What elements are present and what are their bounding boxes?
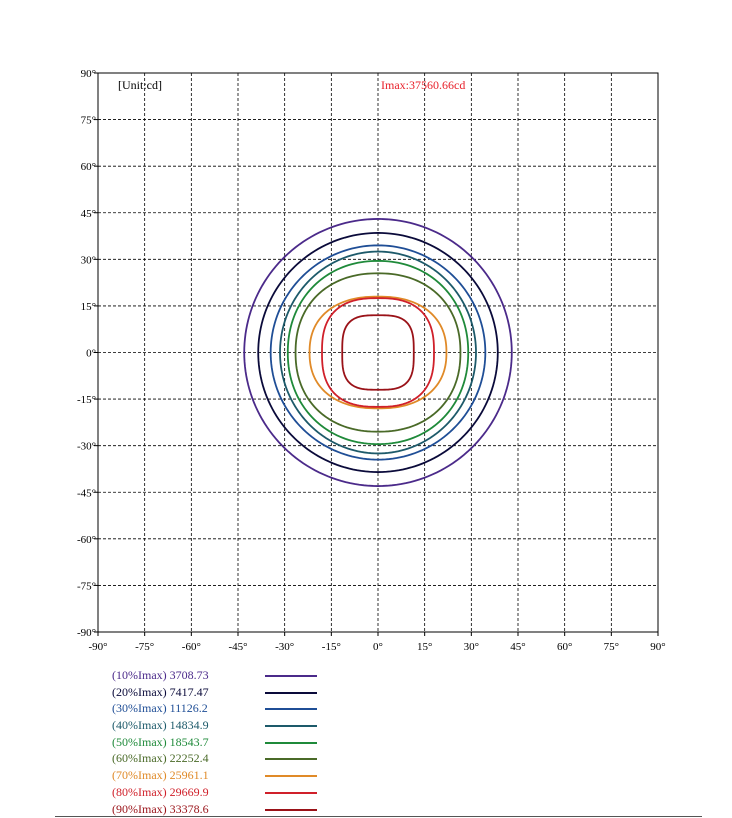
legend-item: (80%Imax) 29669.9 xyxy=(112,784,372,801)
contours xyxy=(243,218,513,487)
legend-swatch xyxy=(265,691,317,694)
legend-swatch xyxy=(265,775,317,778)
x-tick-label: -90° xyxy=(88,641,107,653)
contour-30-percent xyxy=(269,244,487,461)
legend-item: (70%Imax) 25961.1 xyxy=(112,767,372,784)
y-tick-label: 0° xyxy=(86,348,96,360)
x-tick-label: -45° xyxy=(228,641,247,653)
contour-80-percent xyxy=(321,297,435,408)
y-tick-label: -45° xyxy=(77,487,96,499)
x-tick-label: 60° xyxy=(557,641,572,653)
grid xyxy=(94,72,659,636)
y-tick-label: -15° xyxy=(77,394,96,406)
legend-swatch xyxy=(265,708,317,711)
x-tick-label: 75° xyxy=(604,641,619,653)
contour-50-percent xyxy=(286,259,470,446)
legend-label: (10%Imax) 3708.73 xyxy=(112,668,209,682)
y-tick-label: 90° xyxy=(81,68,96,80)
y-tick-label: 15° xyxy=(81,301,96,313)
y-tick-label: -60° xyxy=(77,534,96,546)
contour-60-percent xyxy=(294,272,462,433)
legend-label: (60%Imax) 22252.4 xyxy=(112,751,209,766)
legend-label: (90%Imax) 33378.6 xyxy=(112,801,209,816)
tick-labels: -90° -75° -60° -45° -30° -15° 0° 15° 30° 45° 60° 75… xyxy=(77,68,666,653)
legend-item: (60%Imax) 22252.4 xyxy=(112,750,372,767)
legend-label: (80%Imax) 29669.9 xyxy=(112,784,209,799)
y-tick-label: -30° xyxy=(77,441,96,453)
legend-swatch xyxy=(265,791,317,794)
legend-swatch xyxy=(265,741,317,744)
footer-divider xyxy=(55,816,702,817)
contour-70-percent xyxy=(308,295,448,410)
x-tick-label: 45° xyxy=(510,641,525,653)
legend-swatch xyxy=(265,725,317,728)
x-tick-label: 0° xyxy=(373,641,383,653)
y-tick-label: -75° xyxy=(77,580,96,592)
legend-label: (40%Imax) 14834.9 xyxy=(112,718,209,733)
legend-item: (50%Imax) 18543.7 xyxy=(112,734,372,751)
y-tick-label: 30° xyxy=(81,254,96,266)
legend-label: (30%Imax) 11126.2 xyxy=(112,701,208,716)
legend-item: (20%Imax) 7417.47 xyxy=(112,684,372,701)
legend-swatch xyxy=(265,808,317,811)
x-tick-label: 15° xyxy=(417,641,432,653)
legend-item: (40%Imax) 14834.9 xyxy=(112,717,372,734)
contour-10-percent xyxy=(243,218,513,487)
legend-label: (20%Imax) 7417.47 xyxy=(112,684,209,699)
legend-item: (30%Imax) 11126.2 xyxy=(112,700,372,717)
x-tick-label: -75° xyxy=(135,641,154,653)
x-tick-label: -60° xyxy=(182,641,201,653)
legend-item: (10%Imax) 3708.73 xyxy=(112,667,372,684)
legend-item: (90%Imax) 33378.6 xyxy=(112,801,372,818)
contour-20-percent xyxy=(257,232,499,473)
legend-label: (70%Imax) 25961.1 xyxy=(112,768,209,783)
contour-90-percent xyxy=(341,314,415,391)
unit-label: [Unit:cd] xyxy=(118,78,162,92)
y-tick-label: 75° xyxy=(81,115,96,127)
legend-label: (50%Imax) 18543.7 xyxy=(112,734,209,749)
x-tick-label: 90° xyxy=(650,641,665,653)
x-tick-label: 30° xyxy=(464,641,479,653)
x-tick-label: -30° xyxy=(275,641,294,653)
legend-swatch xyxy=(265,675,317,677)
y-tick-label: -90° xyxy=(77,627,96,639)
imax-label: Imax:37560.66cd xyxy=(381,78,465,92)
y-tick-label: 60° xyxy=(81,161,96,173)
contour-40-percent xyxy=(279,250,477,455)
y-tick-label: 45° xyxy=(81,208,96,220)
legend-swatch xyxy=(265,758,317,761)
x-tick-label: -15° xyxy=(322,641,341,653)
legend: (10%Imax) 3708.73 (20%Imax) 7417.47 (30%Im… xyxy=(112,667,372,817)
